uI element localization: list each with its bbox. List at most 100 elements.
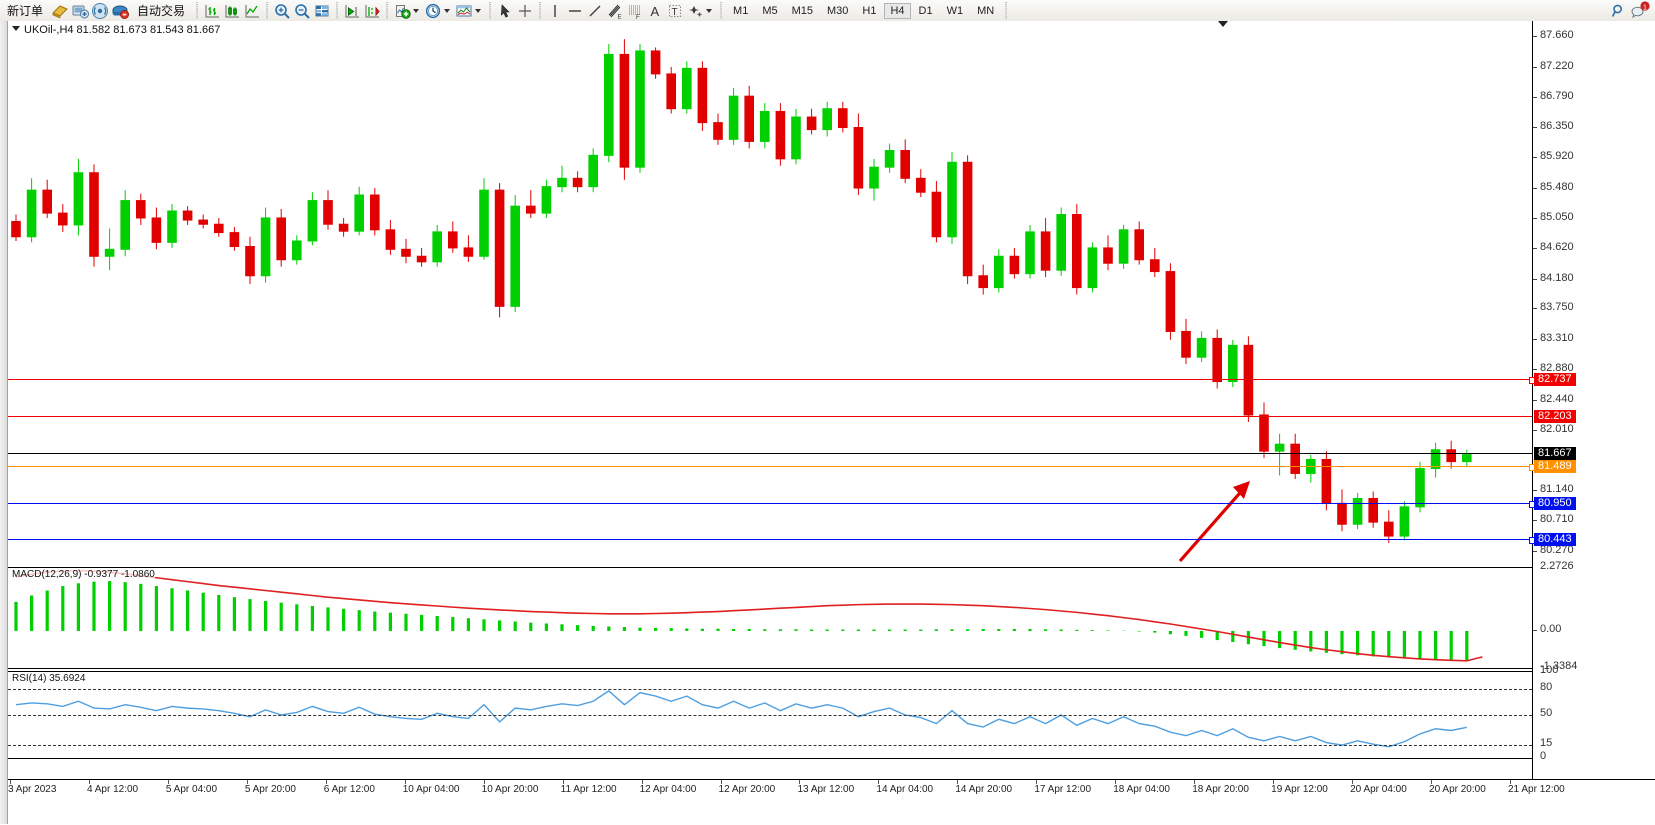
horizontal-line-icon[interactable] bbox=[565, 1, 585, 21]
timeframe-w1[interactable]: W1 bbox=[946, 4, 964, 17]
time-tickmark bbox=[1431, 780, 1433, 784]
timeframe-d1[interactable]: D1 bbox=[918, 4, 933, 17]
price-line-resistance-1[interactable] bbox=[8, 376, 1536, 384]
vertical-line-icon[interactable] bbox=[545, 1, 565, 21]
fibonacci-icon[interactable]: F bbox=[625, 1, 645, 21]
time-tickmark bbox=[10, 780, 11, 784]
price-line-support-1[interactable] bbox=[8, 501, 1536, 509]
candlestick-series bbox=[11, 39, 1472, 544]
rsi-level-line bbox=[8, 715, 1532, 716]
templates-dropdown-caret[interactable] bbox=[475, 8, 482, 13]
time-tickmark bbox=[1036, 780, 1038, 784]
time-tickmark bbox=[878, 780, 880, 784]
toolbar-separator bbox=[1005, 2, 1008, 19]
timeframe-h1[interactable]: H1 bbox=[862, 4, 877, 17]
time-tickmark bbox=[1510, 780, 1511, 784]
timeframe-h4[interactable]: H4 bbox=[884, 2, 911, 19]
timeframe-m30[interactable]: M30 bbox=[827, 4, 849, 17]
price-chip-last-price: 81.667 bbox=[1534, 447, 1576, 461]
timeframe-m5[interactable]: M5 bbox=[762, 4, 778, 17]
price-chip-resistance-2: 82.203 bbox=[1534, 410, 1576, 424]
zoom-out-icon[interactable] bbox=[292, 1, 312, 21]
objects-dropdown-caret[interactable] bbox=[706, 8, 713, 13]
svg-text:T: T bbox=[672, 7, 678, 18]
line-chart-icon[interactable] bbox=[242, 1, 262, 21]
time-tickmark bbox=[799, 780, 801, 784]
time-tick-label: 3 Apr 2023 bbox=[8, 784, 57, 795]
chart-left-gutter bbox=[0, 21, 8, 824]
price-line-last-price[interactable] bbox=[8, 453, 1532, 455]
period-dropdown-caret[interactable] bbox=[444, 8, 451, 13]
timeframe-m1[interactable]: M1 bbox=[733, 4, 749, 17]
candlestick-chart-icon[interactable] bbox=[222, 1, 242, 21]
bar-chart-icon[interactable] bbox=[202, 1, 222, 21]
time-tickmark bbox=[1273, 780, 1275, 784]
time-tick-label: 12 Apr 20:00 bbox=[718, 784, 776, 795]
add-indicator-icon[interactable] bbox=[392, 1, 412, 21]
text-icon[interactable]: A bbox=[645, 1, 665, 21]
search-icon[interactable] bbox=[1609, 1, 1629, 21]
svg-text:E: E bbox=[618, 14, 622, 20]
rsi-label: RSI(14) 35.6924 bbox=[12, 673, 86, 684]
macd-indicator-panel[interactable]: MACD(12,26,9) -0.9377 -1.0860 bbox=[8, 567, 1532, 669]
trend-arrow-annotation[interactable] bbox=[8, 21, 1532, 566]
time-tick-label: 11 Apr 12:00 bbox=[560, 784, 617, 795]
time-tick-label: 12 Apr 04:00 bbox=[639, 784, 697, 795]
timeframe-m15[interactable]: M15 bbox=[791, 4, 813, 17]
terminal-icon[interactable] bbox=[70, 1, 90, 21]
price-line-support-2[interactable] bbox=[8, 536, 1536, 544]
time-tick-label: 20 Apr 04:00 bbox=[1350, 784, 1407, 795]
price-axis[interactable]: 87.660 87.220 86.790 86.350 85.920 85.480 85.0… bbox=[1532, 21, 1655, 779]
text-label-icon[interactable]: T bbox=[665, 1, 685, 21]
time-tick-label: 18 Apr 04:00 bbox=[1113, 784, 1170, 795]
price-line-entry-level[interactable] bbox=[8, 463, 1536, 471]
grid-icon[interactable] bbox=[312, 1, 332, 21]
autotrading-button[interactable]: 自动交易 bbox=[130, 1, 192, 21]
chart-window[interactable]: UKOil-,H4 81.582 81.673 81.543 81.667 MA… bbox=[0, 21, 1655, 825]
collapse-arrow-icon[interactable] bbox=[12, 26, 20, 31]
rsi-indicator-panel[interactable]: RSI(14) 35.6924 bbox=[8, 671, 1532, 759]
signals-icon[interactable] bbox=[90, 1, 110, 21]
time-tickmark bbox=[641, 780, 643, 784]
time-tick-label: 20 Apr 20:00 bbox=[1429, 784, 1486, 795]
time-tickmark bbox=[720, 780, 722, 784]
market-icon[interactable] bbox=[110, 1, 130, 21]
period-clock-icon[interactable] bbox=[423, 1, 443, 21]
time-tickmark bbox=[88, 780, 90, 784]
zoom-in-icon[interactable] bbox=[272, 1, 292, 21]
cursor-icon[interactable] bbox=[495, 1, 515, 21]
shift-end-icon[interactable] bbox=[342, 1, 362, 21]
equidistant-channel-icon[interactable]: E bbox=[605, 1, 625, 21]
time-tick-label: 5 Apr 04:00 bbox=[165, 784, 218, 795]
new-order-button[interactable]: 新订单 bbox=[0, 1, 50, 21]
auto-scroll-icon[interactable] bbox=[362, 1, 382, 21]
time-tick-label: 13 Apr 12:00 bbox=[797, 784, 855, 795]
time-tick-label: 10 Apr 04:00 bbox=[402, 784, 460, 795]
templates-icon[interactable] bbox=[454, 1, 474, 21]
time-tickmark bbox=[246, 780, 248, 784]
time-tick-label: 17 Apr 12:00 bbox=[1034, 784, 1092, 795]
main-toolbar: 新订单 自动交易 bbox=[0, 0, 1655, 22]
alerts-icon[interactable]: 1 bbox=[1629, 0, 1650, 21]
timeframe-mn[interactable]: MN bbox=[977, 4, 995, 17]
scroll-marker-icon[interactable] bbox=[1218, 21, 1228, 27]
time-tickmark bbox=[957, 780, 959, 784]
toolbar-separator bbox=[196, 2, 199, 19]
crosshair-icon[interactable] bbox=[515, 1, 535, 21]
svg-text:F: F bbox=[636, 15, 640, 21]
time-axis[interactable]: 3 Apr 2023 4 Apr 12:00 5 Apr 04:00 5 Apr 20… bbox=[8, 779, 1655, 825]
toolbar-separator bbox=[489, 2, 492, 19]
toolbar-separator bbox=[266, 2, 269, 19]
wallet-icon[interactable] bbox=[50, 1, 70, 21]
objects-icon[interactable] bbox=[685, 1, 705, 21]
trendline-icon[interactable] bbox=[585, 1, 605, 21]
time-tickmark bbox=[1194, 780, 1196, 784]
time-tickmark bbox=[1115, 780, 1117, 784]
time-tick-label: 10 Apr 20:00 bbox=[481, 784, 539, 795]
price-line-resistance-2[interactable] bbox=[8, 416, 1532, 418]
indicator-dropdown-caret[interactable] bbox=[413, 8, 420, 13]
macd-series bbox=[14, 569, 1483, 662]
price-chip-support-1: 80.950 bbox=[1534, 497, 1576, 511]
toolbar-separator bbox=[720, 2, 723, 19]
time-tick-label: 4 Apr 12:00 bbox=[86, 784, 139, 795]
